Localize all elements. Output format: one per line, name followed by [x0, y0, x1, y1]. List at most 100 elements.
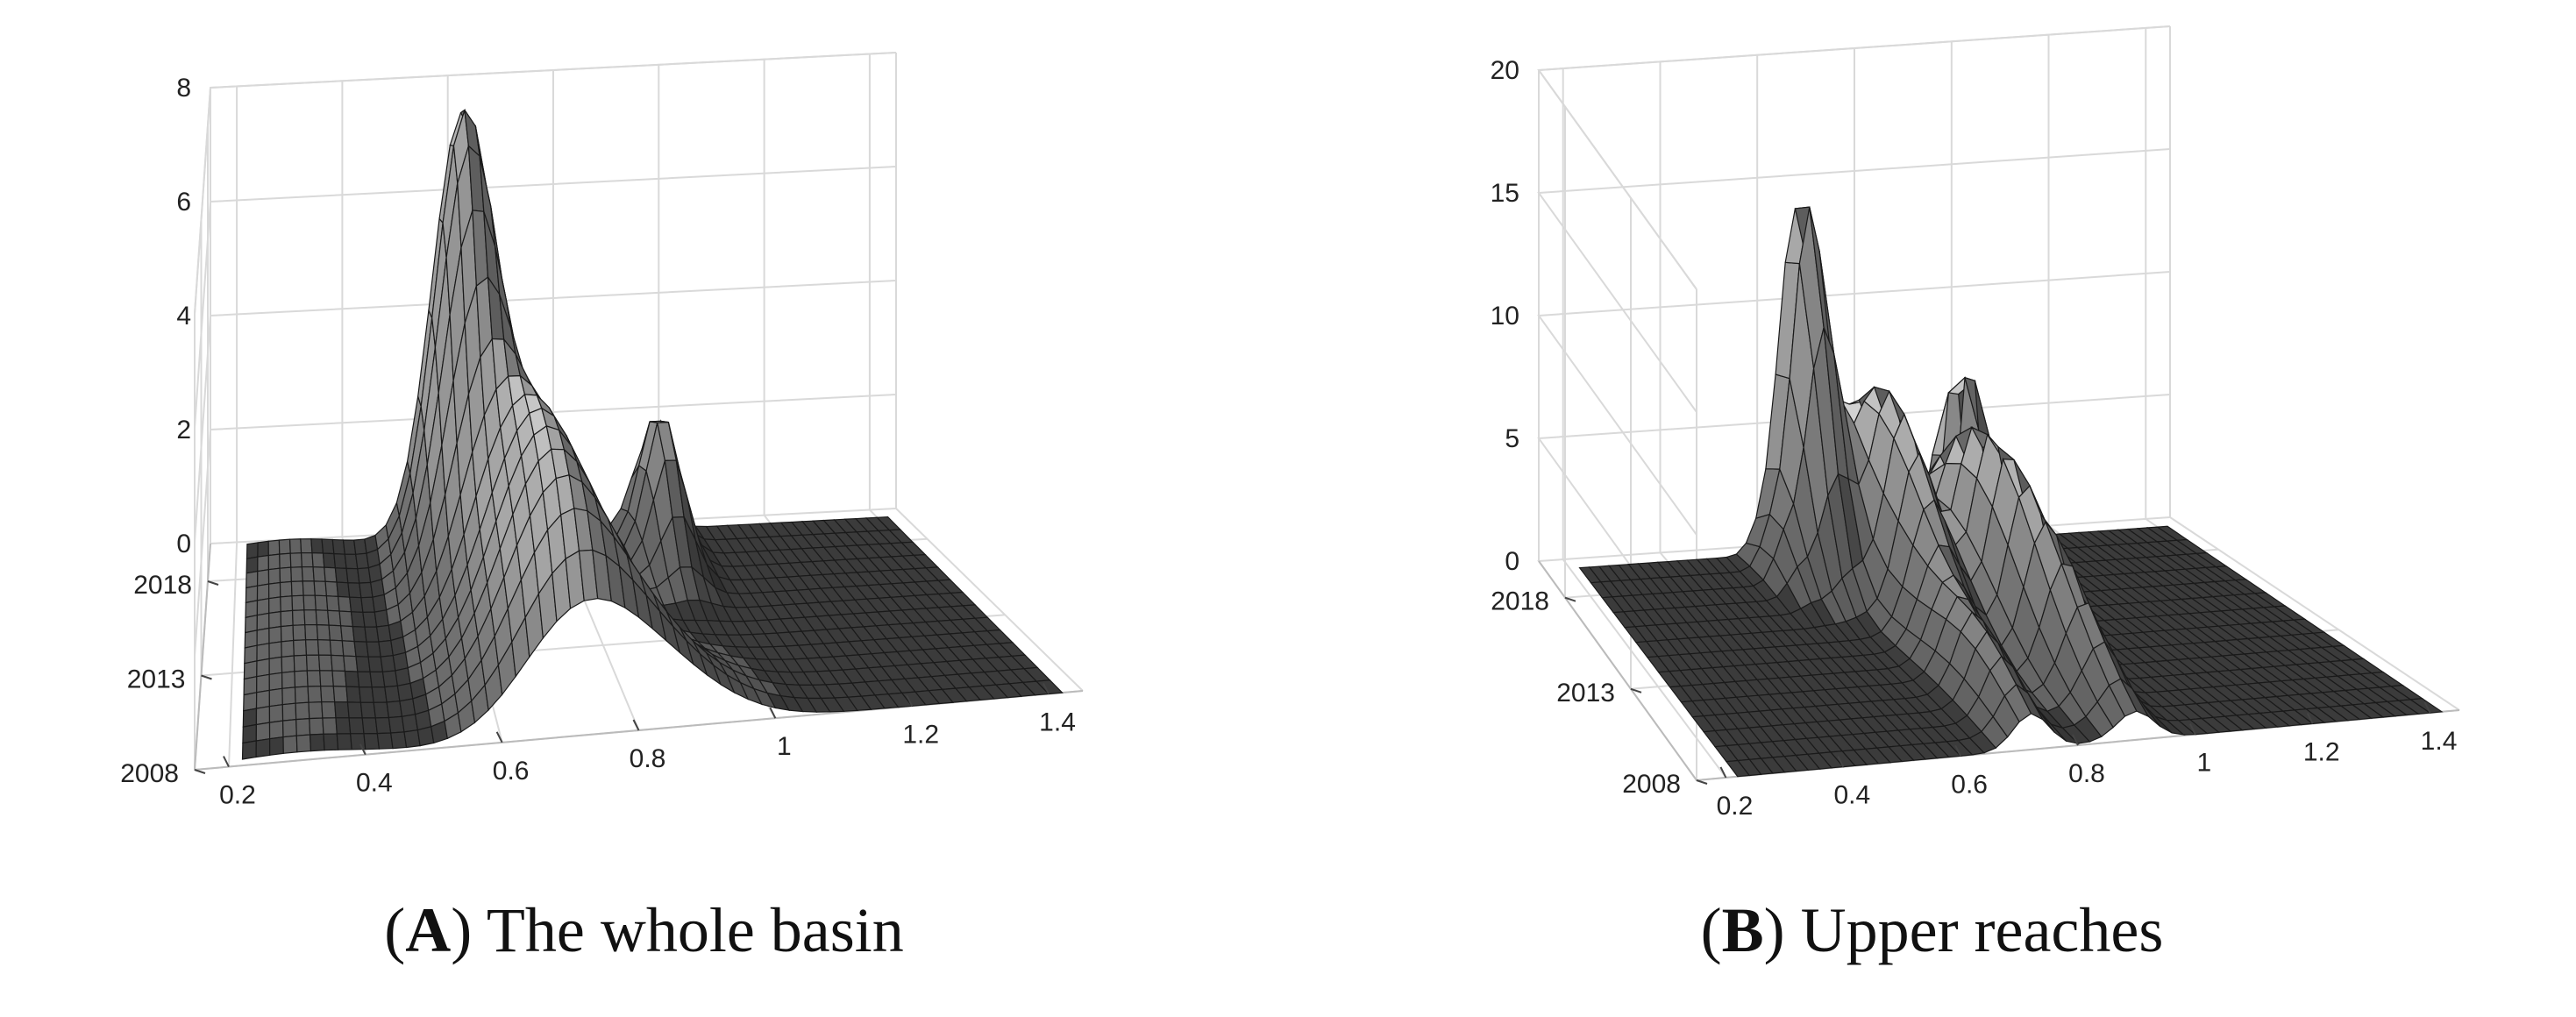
z-tick-label: 0 [176, 530, 191, 558]
box-edge [895, 508, 1084, 692]
surface-cell [268, 736, 284, 756]
surface-cell [300, 552, 314, 568]
surface-cell [331, 654, 346, 672]
y-tick-label: 2018 [133, 571, 192, 600]
surface-cell [374, 716, 392, 735]
surface-cell [244, 614, 259, 634]
x-tick-label: 1 [777, 732, 792, 761]
surface-cell [320, 686, 336, 703]
surface-cell [256, 673, 270, 693]
surface-chart-a: 0.2 0.4 0.6 0.8 1 1.2 1.4 2008 2013 2018 0 2 4 6 8 [120, 52, 1084, 810]
z-tick-label: 6 [176, 188, 191, 217]
x-tick-label: 1.2 [2303, 737, 2340, 766]
surface-cell [319, 670, 334, 687]
surface-cell [256, 583, 270, 601]
x-tick-label: 0.8 [2068, 759, 2105, 788]
surface-cell [312, 566, 326, 582]
surface-cell [334, 701, 350, 719]
y-tick-mark [1564, 596, 1576, 602]
z-tick-label: 2 [176, 416, 191, 444]
grid-line-x [552, 70, 640, 731]
surface-cell [280, 624, 295, 643]
surface-cell [290, 566, 303, 583]
surface-cell [256, 597, 270, 616]
surface-cell [255, 738, 271, 758]
surface-cell [282, 735, 298, 754]
surface-cell [322, 717, 338, 735]
y-tick-mark [1696, 779, 1708, 785]
surface-cell [268, 610, 282, 629]
surface-cell [373, 701, 390, 719]
x-tick-mark [2188, 723, 2196, 736]
surface-cell [337, 595, 352, 613]
surface-cell [341, 640, 357, 658]
surface-cell [244, 644, 258, 665]
surface-cell [302, 580, 316, 596]
box-edge [1538, 25, 2171, 71]
surface-cell [331, 670, 347, 687]
caption-letter-a: A [405, 895, 452, 965]
surface-cell [289, 552, 303, 568]
surface-cell [281, 702, 297, 722]
surface-cell [324, 566, 338, 583]
caption-text-a: The whole basin [486, 895, 904, 965]
surface-cell [246, 570, 259, 589]
surface-cell [281, 686, 296, 706]
surface-cell [307, 686, 323, 703]
caption-b: (B) Upper reaches [1700, 895, 2164, 965]
y-tick-label: 2008 [1622, 770, 1681, 799]
surface-cell [357, 671, 373, 688]
y-tick-label: 2013 [127, 665, 186, 694]
surface-cell [295, 717, 311, 736]
x-tick-label: 1.2 [902, 720, 939, 749]
surface [1578, 206, 2444, 778]
z-tick-label: 15 [1491, 179, 1519, 208]
surface-cell [302, 594, 317, 611]
surface-cell [278, 538, 291, 555]
surface-cell [338, 610, 353, 628]
x-tick-mark [2423, 701, 2431, 714]
surface-cell [301, 566, 315, 582]
surface-cell [314, 594, 329, 611]
x-tick-mark [2072, 734, 2079, 746]
x-tick-label: 0.4 [356, 769, 393, 798]
surface-cell [295, 701, 310, 721]
surface-cell [293, 639, 308, 657]
y-tick-label: 2018 [1491, 587, 1549, 616]
surface-cell [268, 687, 283, 708]
surface-cell [256, 612, 270, 631]
x-tick-label: 0.2 [1717, 792, 1754, 821]
grid-line-z [194, 166, 897, 429]
surface-cell [305, 654, 321, 672]
surface-cell [321, 701, 337, 719]
surface-cell [343, 655, 359, 672]
surface-cell [346, 701, 363, 719]
surface-cell [327, 609, 342, 627]
surface-cell [300, 538, 313, 554]
surface-cell [242, 708, 258, 728]
surface-cell [268, 641, 282, 660]
surface-cell [344, 670, 360, 688]
surface-cell [243, 675, 258, 696]
surface-cell [303, 609, 318, 626]
surface-cell [279, 552, 292, 569]
surface-cell [257, 540, 269, 558]
surface-cell [293, 654, 308, 672]
x-tick-mark [495, 731, 503, 743]
tick-labels: 0.2 0.4 0.6 0.8 1 1.2 1.4 2008 2013 2018 0 2 4 6 8 [120, 74, 1076, 810]
x-tick-mark [223, 756, 230, 767]
x-tick-mark [1042, 683, 1050, 694]
surface-cell [328, 624, 343, 642]
surface-cell [294, 670, 309, 688]
box-edge [1538, 69, 1697, 290]
z-tick-label: 5 [1505, 424, 1519, 453]
surface-cell [316, 623, 331, 641]
caption-letter-b: B [1721, 895, 1764, 965]
surface-cell [359, 701, 376, 719]
panel-a: 0.2 0.4 0.6 0.8 1 1.2 1.4 2008 2013 2018 0 2 4 6 8 (A)… [120, 52, 1084, 965]
surface-cell [350, 733, 366, 750]
surface-cell [245, 600, 259, 619]
surface-cell [295, 734, 312, 753]
surface-cell [335, 717, 352, 735]
surface-cell [267, 581, 281, 600]
